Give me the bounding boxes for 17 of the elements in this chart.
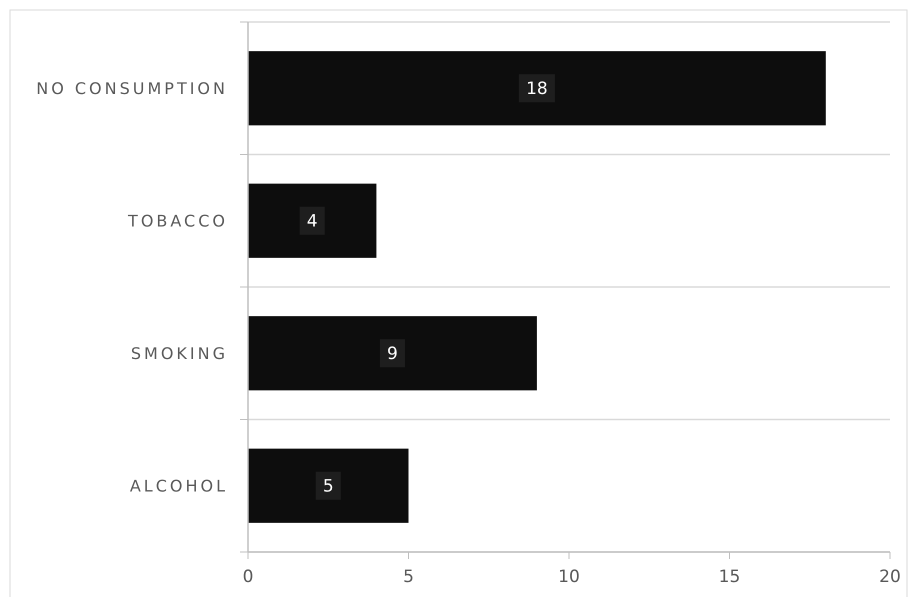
bar [248,316,537,390]
bar [248,184,376,258]
data-label: 4 [306,212,318,232]
y-tick-label: SMOKING [130,344,228,363]
y-tick-label: ALCOHOL [130,476,228,496]
x-tick-label: 5 [403,567,414,587]
y-tick-label: NO CONSUMPTION [36,78,228,98]
x-tick-label: 0 [242,567,254,587]
data-label: 9 [387,344,398,364]
data-label: 5 [322,476,334,497]
y-tick-label: TOBACCO [127,211,228,230]
data-label: 18 [526,79,548,100]
x-tick-label: 20 [879,567,901,587]
x-tick-label: 15 [718,567,740,587]
x-tick-label: 10 [558,567,580,587]
bar [248,448,408,523]
bar [248,51,826,126]
